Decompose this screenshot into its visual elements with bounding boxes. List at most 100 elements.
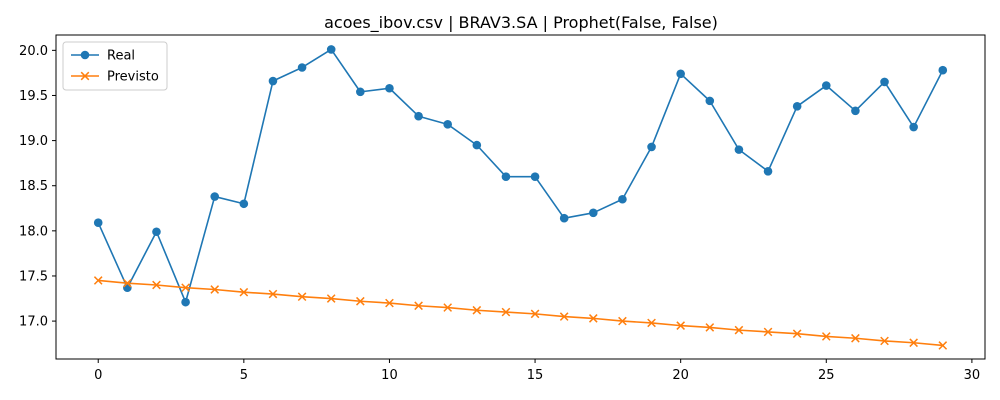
data-point-marker-stroke — [152, 280, 161, 290]
x-tick-label: 5 — [240, 368, 248, 383]
data-point-marker-stroke — [880, 336, 889, 346]
y-tick-label: 20.0 — [19, 44, 48, 59]
data-point-marker-stroke — [705, 323, 715, 332]
data-point-marker-stroke — [414, 301, 423, 311]
data-point-marker — [734, 145, 744, 154]
data-point-marker — [763, 327, 773, 337]
data-point-marker — [530, 172, 540, 181]
data-point-marker — [501, 307, 511, 317]
data-point-marker — [152, 280, 161, 290]
data-point-marker — [93, 276, 103, 285]
data-point-marker-stroke — [792, 329, 802, 339]
data-point-marker-stroke — [676, 321, 686, 330]
y-tick-label: 17.0 — [19, 315, 48, 330]
data-point-marker — [559, 312, 569, 321]
y-axis: 17.0 17.5 18.0 18.5 19.0 19.5 20.0 — [19, 44, 56, 330]
data-point-marker — [647, 142, 656, 152]
data-point-marker — [355, 296, 365, 306]
x-axis: 0 5 10 15 20 25 30 — [94, 359, 980, 383]
data-point-marker — [297, 63, 307, 72]
data-point-marker — [589, 208, 598, 218]
data-point-marker — [938, 65, 948, 75]
data-point-marker-stroke — [588, 314, 598, 323]
data-point-marker — [181, 297, 190, 307]
data-point-marker — [268, 289, 278, 299]
data-point-marker-stroke — [618, 316, 627, 326]
data-point-marker — [239, 199, 249, 209]
data-point-marker — [851, 106, 860, 116]
data-point-marker — [93, 218, 103, 228]
data-point-marker-stroke — [530, 309, 540, 319]
data-point-marker — [181, 283, 190, 293]
data-point-marker-stroke — [734, 325, 744, 335]
data-point-marker — [326, 45, 336, 54]
data-point-marker — [909, 338, 918, 348]
data-point-marker — [210, 285, 220, 294]
data-point-marker — [938, 341, 948, 350]
data-point-marker — [80, 50, 90, 60]
x-tick-label: 25 — [818, 368, 835, 383]
data-point-marker-stroke — [326, 294, 336, 303]
y-tick-label: 18.0 — [19, 224, 48, 239]
data-point-marker-stroke — [297, 292, 307, 302]
plot-area — [93, 45, 948, 350]
y-tick-label: 17.5 — [19, 269, 48, 284]
data-point-marker-stroke — [123, 278, 132, 288]
data-point-marker — [443, 120, 452, 129]
data-point-marker — [880, 336, 889, 346]
data-point-marker — [385, 298, 394, 308]
data-point-marker — [705, 96, 715, 106]
data-point-marker — [297, 292, 307, 302]
x-tick-label: 30 — [964, 368, 981, 383]
data-point-marker-stroke — [763, 327, 773, 337]
data-point-marker-stroke — [210, 285, 220, 294]
x-tick-label: 10 — [381, 368, 398, 383]
data-point-marker-stroke — [909, 338, 918, 348]
data-point-marker — [705, 323, 715, 332]
legend-label: Previsto — [107, 70, 159, 85]
data-point-marker — [123, 283, 132, 293]
data-point-marker-stroke — [80, 71, 90, 81]
data-point-marker-stroke — [501, 307, 511, 317]
data-point-marker — [792, 101, 802, 111]
data-point-marker — [414, 111, 423, 121]
data-point-marker-stroke — [472, 305, 482, 315]
series-real — [93, 45, 948, 307]
data-point-marker — [588, 314, 598, 323]
data-point-marker — [792, 329, 802, 339]
x-tick-label: 20 — [672, 368, 689, 383]
data-point-marker — [80, 71, 90, 81]
data-point-marker — [851, 333, 860, 343]
data-point-marker — [239, 287, 249, 297]
data-point-marker-stroke — [93, 276, 103, 285]
series-line-real — [97, 48, 944, 303]
data-point-marker — [647, 318, 656, 328]
data-point-marker-stroke — [385, 298, 394, 308]
data-point-marker-stroke — [181, 283, 190, 293]
data-point-marker-stroke — [355, 296, 365, 306]
series-line-previsto — [98, 279, 943, 347]
data-point-marker-stroke — [851, 333, 860, 343]
data-point-marker — [530, 309, 540, 319]
legend-label: Real — [107, 49, 135, 64]
y-tick-label: 19.0 — [19, 134, 48, 149]
data-point-marker — [152, 227, 161, 237]
data-point-marker-stroke — [559, 312, 569, 321]
y-tick-label: 19.5 — [19, 89, 48, 104]
data-point-marker — [618, 316, 627, 326]
data-point-marker — [472, 140, 482, 150]
data-point-marker — [443, 303, 453, 312]
data-point-marker — [559, 213, 569, 223]
data-point-marker — [821, 332, 831, 341]
data-point-marker — [210, 192, 220, 201]
data-point-marker — [734, 325, 744, 335]
data-point-marker — [123, 278, 132, 288]
data-point-marker — [909, 122, 918, 132]
x-tick-label: 0 — [94, 368, 102, 383]
data-point-marker-stroke — [647, 318, 656, 328]
series-previsto — [93, 276, 948, 350]
y-tick-label: 18.5 — [19, 179, 48, 194]
legend-item-previsto: Previsto — [71, 70, 159, 85]
data-point-marker — [414, 301, 423, 311]
